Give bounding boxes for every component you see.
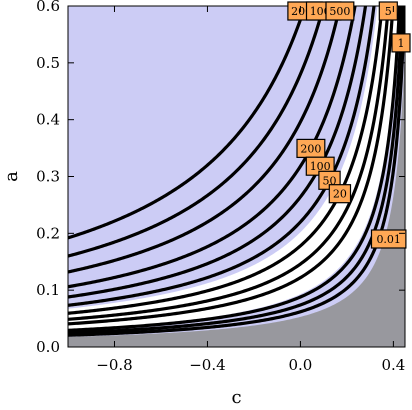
contour-label-0-01: 0.01 <box>370 229 407 249</box>
x-tick-label: −0.8 <box>96 356 132 374</box>
contour-line-1 <box>68 6 395 326</box>
y-axis-label: a <box>1 171 22 182</box>
svg-text:1: 1 <box>398 37 405 50</box>
contour-label-1: 1 <box>391 33 411 53</box>
svg-text:0.01: 0.01 <box>376 233 401 246</box>
svg-text:200: 200 <box>300 142 321 155</box>
contour-lines <box>68 6 405 337</box>
contour-label-500: 500 <box>325 1 355 21</box>
y-tick-label: 0.0 <box>36 338 60 356</box>
contour-line-unlabeled-1 <box>68 6 404 335</box>
upper-light-region <box>68 6 378 309</box>
contour-line-20 <box>68 6 384 315</box>
contour-line-2000 <box>68 6 307 240</box>
contour-line-1000 <box>68 6 326 258</box>
axes: −0.8 −0.4 0.0 0.4 0.0 0.1 0.2 0.3 0.4 0.5 0.6 c a <box>1 0 405 408</box>
svg-text:20: 20 <box>333 188 347 201</box>
contour-label-100: 100 <box>305 156 335 176</box>
contour-line-500 <box>68 6 342 274</box>
contour-label-20: 20 <box>328 184 352 204</box>
y-tick-label: 0.1 <box>36 281 60 299</box>
y-tick-label: 0.2 <box>36 224 60 242</box>
contour-line-5 <box>68 6 390 321</box>
x-tick-label: 0.0 <box>288 356 312 374</box>
contour-line-unlabeled-2 <box>68 6 405 337</box>
contour-label-5: 5 <box>378 1 398 21</box>
svg-text:50: 50 <box>323 174 337 187</box>
gray-region <box>68 44 405 347</box>
contour-label-200: 200 <box>296 138 326 158</box>
shaded-regions <box>68 6 405 347</box>
y-tick-label: 0.4 <box>36 111 60 129</box>
y-tick-label: 0.6 <box>36 0 60 15</box>
contour-line-0-01 <box>68 6 402 332</box>
x-tick-label: 0.4 <box>381 356 405 374</box>
svg-text:500: 500 <box>329 5 350 18</box>
svg-text:5: 5 <box>385 5 392 18</box>
x-tick-label: −0.4 <box>189 356 225 374</box>
svg-text:100: 100 <box>310 160 331 173</box>
x-axis-label: c <box>231 387 241 408</box>
y-tick-label: 0.5 <box>36 54 60 72</box>
contour-line-50 <box>68 6 376 307</box>
y-tick-label: 0.3 <box>36 168 60 186</box>
